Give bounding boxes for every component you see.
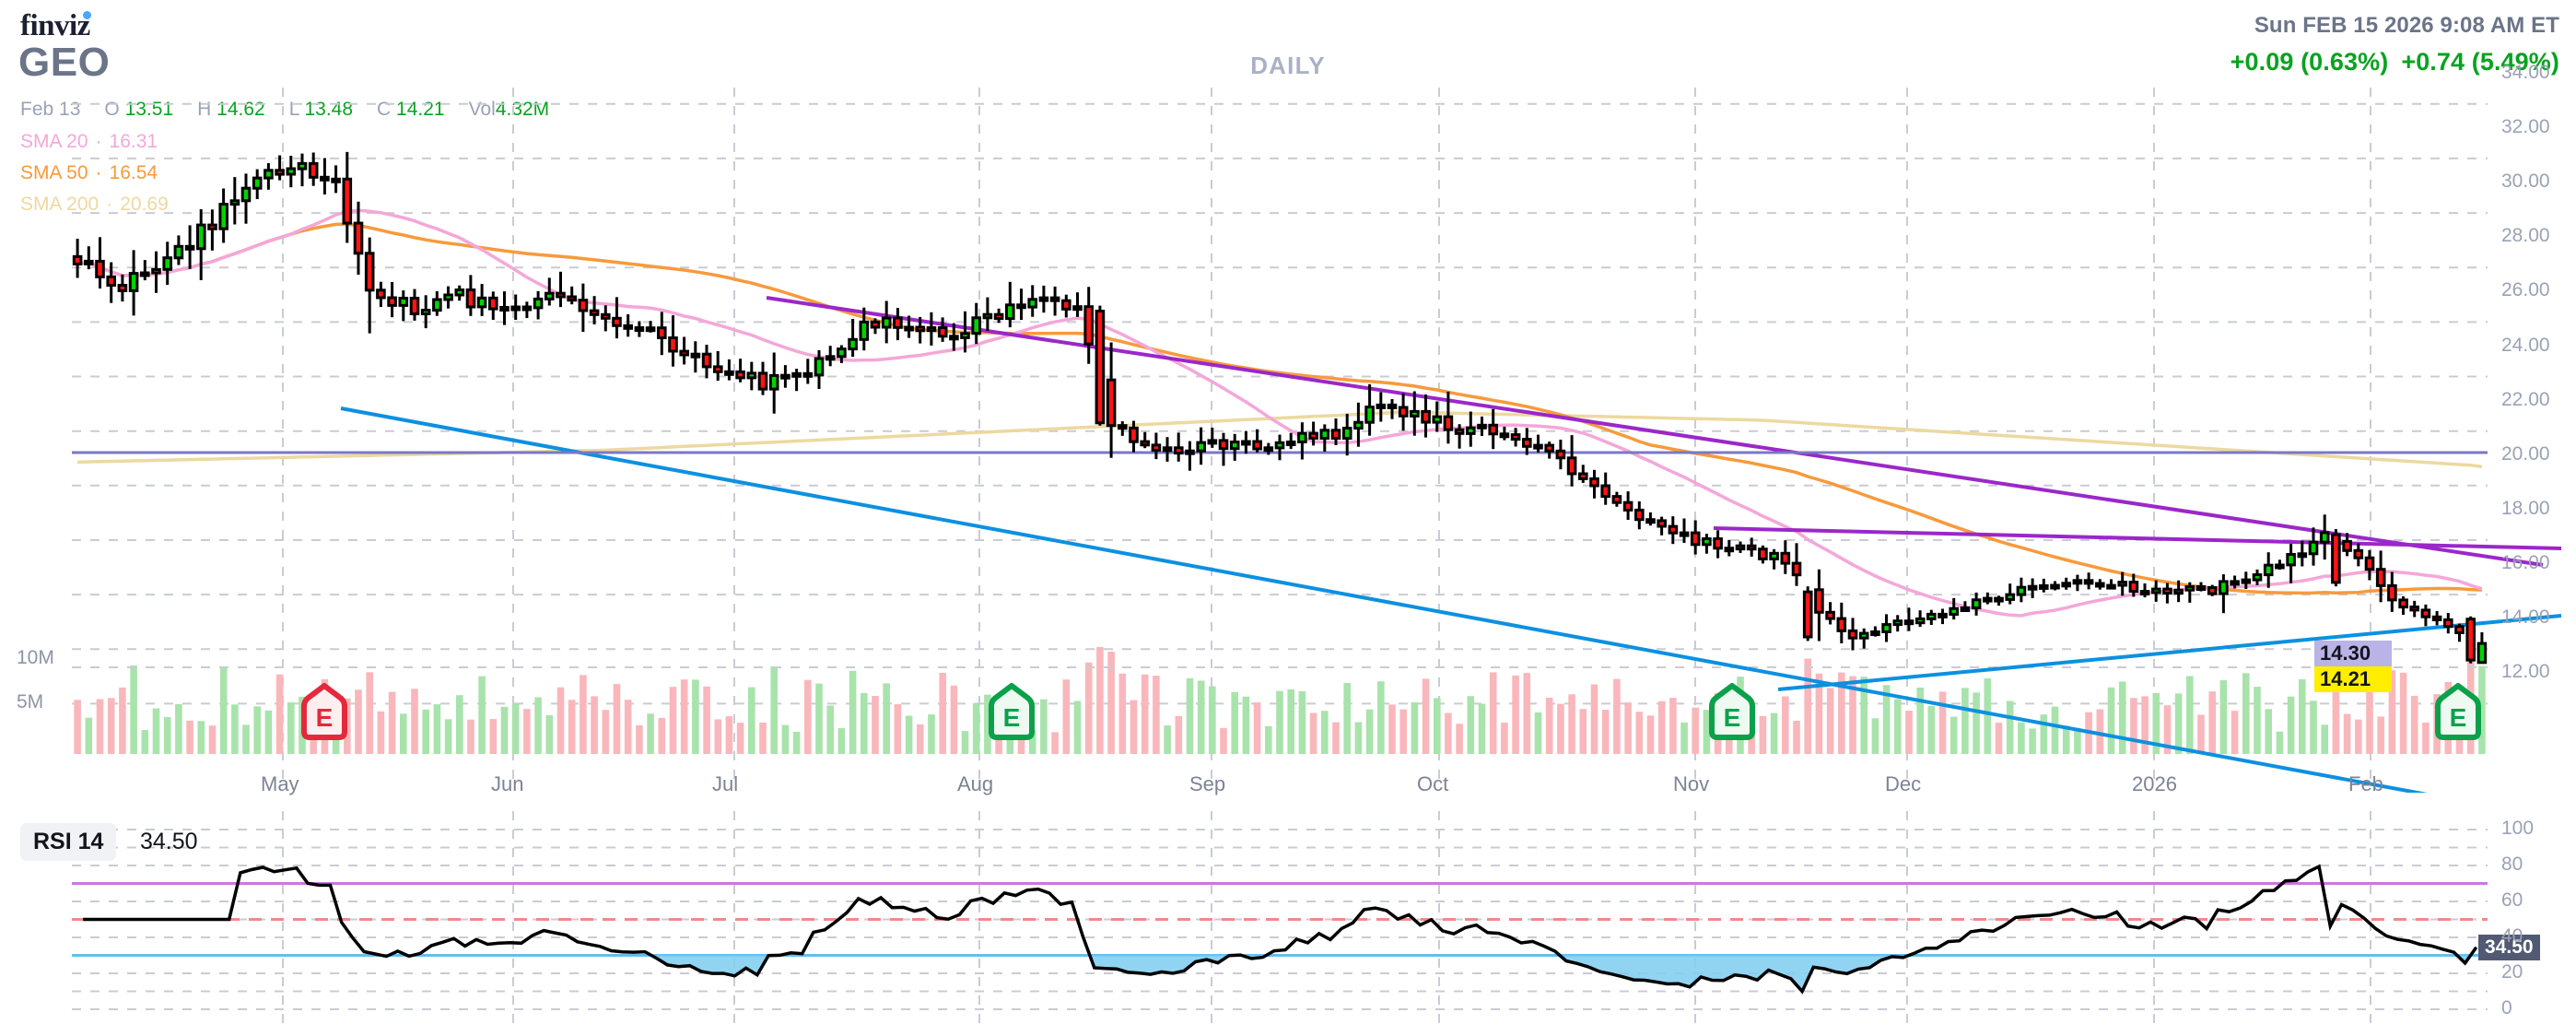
high-value: 14.62 (217, 99, 265, 120)
price-axis-tick: 20.00 (2501, 442, 2550, 465)
legend-sma-20[interactable]: SMA 20 · 16.31 (20, 131, 158, 153)
rsi-axis-tick: 0 (2501, 997, 2512, 1018)
legend-sma-200[interactable]: SMA 200 · 20.69 (20, 194, 169, 216)
rsi-current-value: 34.50 (140, 829, 198, 854)
volume-axis-tick: 5M (17, 691, 44, 712)
sma-50-value: 16.54 (109, 162, 158, 183)
sma-50-sep: · (95, 162, 102, 183)
price-axis-tick: 28.00 (2501, 225, 2550, 247)
logo-dot-icon (83, 11, 91, 19)
rsi-chart-canvas[interactable] (0, 811, 2576, 1036)
rsi-axis-tick: 100 (2501, 818, 2535, 839)
sma-200-sep: · (106, 194, 113, 215)
rsi-axis-tick: 40 (2501, 925, 2523, 947)
price-axis-tick: 26.00 (2501, 279, 2550, 301)
timeframe-label: DAILY (1250, 52, 1326, 79)
price-axis-tick: 18.00 (2501, 497, 2550, 519)
price-axis-tick: 34.00 (2501, 61, 2550, 83)
ohlc-date: Feb 13 (20, 99, 81, 120)
date-axis-tick: May (261, 772, 299, 795)
price-axis-tick: 22.00 (2501, 388, 2550, 410)
sma-20-value: 16.31 (109, 131, 158, 152)
price-axis-tick: 30.00 (2501, 171, 2550, 193)
ticker-symbol[interactable]: GEO (18, 40, 111, 85)
finviz-logo[interactable]: finviz (20, 9, 90, 42)
rsi-axis-tick: 80 (2501, 854, 2523, 875)
svg-text:E: E (1003, 703, 1021, 732)
date-axis-tick: Nov (1673, 772, 1710, 795)
price-axis-tick: 12.00 (2501, 661, 2550, 683)
open-value: 13.51 (124, 99, 174, 120)
volume-axis-tick: 10M (17, 647, 54, 668)
sma-price-tag: 14.30 (2314, 641, 2392, 666)
quote-timestamp: Sun FEB 15 2026 9:08 AM ET (2254, 13, 2559, 38)
chart-header: finviz GEO DAILY Sun FEB 15 2026 9:08 AM… (0, 0, 2576, 215)
sma-200-value: 20.69 (120, 194, 169, 215)
rsi-label[interactable]: RSI 14 (20, 823, 117, 861)
svg-text:E: E (2450, 703, 2467, 732)
price-axis-tick: 16.00 (2501, 552, 2550, 574)
rsi-value-tag: 34.50 (2478, 934, 2540, 960)
rsi-panel[interactable] (0, 811, 2576, 1036)
rsi-axis-tick: 60 (2501, 889, 2523, 911)
low-label: L (288, 99, 299, 120)
date-axis-tick: Feb (2348, 772, 2383, 795)
volume-label: Vol (468, 99, 496, 120)
rsi-axis-tick: 20 (2501, 961, 2523, 983)
svg-text:E: E (316, 703, 334, 732)
last-price-tag: 14.21 (2314, 666, 2392, 692)
sma-20-name: SMA 20 (20, 131, 88, 152)
sma-200-name: SMA 200 (20, 194, 100, 215)
sma-50-name: SMA 50 (20, 162, 88, 183)
sma-20-sep: · (95, 131, 102, 152)
date-axis-tick: Sep (1189, 772, 1226, 795)
price-axis-tick: 24.00 (2501, 334, 2550, 356)
ohlc-bar: Feb 13 O 13.51 H 14.62 L 13.48 C 14.21 Vol4.3… (20, 99, 573, 121)
change-primary: +0.09 (0.63%) (2230, 48, 2389, 76)
date-axis-tick: Dec (1885, 772, 1922, 795)
price-axis-tick: 32.00 (2501, 115, 2550, 137)
legend-sma-50[interactable]: SMA 50 · 16.54 (20, 162, 158, 184)
date-axis-tick: Aug (957, 772, 994, 795)
price-axis-tick: 14.00 (2501, 606, 2550, 629)
svg-text:E: E (1724, 703, 1741, 732)
date-axis-tick: Jul (712, 772, 739, 795)
date-axis-tick: 2026 (2132, 772, 2177, 795)
date-axis-tick: Jun (491, 772, 524, 795)
date-axis-tick: Oct (1417, 772, 1449, 795)
change-secondary: +0.74 (5.49%) (2401, 48, 2559, 76)
price-change-summary: +0.09 (0.63%) +0.74 (5.49%) (2231, 48, 2559, 77)
